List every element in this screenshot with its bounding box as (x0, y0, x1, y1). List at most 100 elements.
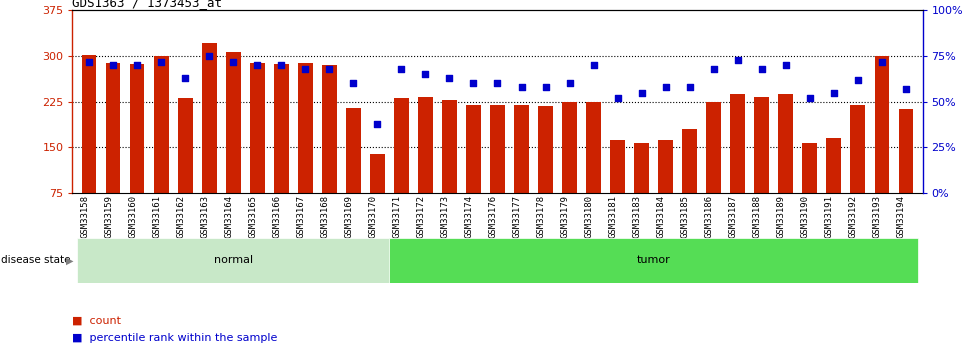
Bar (706, 102, 721, 193)
Bar (442, 100, 457, 193)
Point (802, 95, 817, 101)
Text: GSM33172: GSM33172 (416, 195, 425, 238)
Bar (586, 102, 601, 193)
Text: GSM33188: GSM33188 (753, 195, 761, 238)
Point (898, 86, 914, 92)
Point (417, 72, 433, 77)
Point (562, 81, 578, 86)
Bar (491, 105, 504, 193)
Text: GSM33184: GSM33184 (657, 195, 666, 238)
Point (394, 66, 410, 72)
Text: GSM33160: GSM33160 (128, 195, 137, 238)
Point (322, 66, 337, 72)
Text: GSM33167: GSM33167 (297, 195, 305, 238)
Bar (323, 65, 336, 193)
Text: GSM33174: GSM33174 (465, 195, 473, 238)
Text: normal: normal (213, 256, 253, 265)
Point (634, 90, 649, 95)
Text: ■  percentile rank within the sample: ■ percentile rank within the sample (72, 333, 278, 343)
Text: GSM33159: GSM33159 (104, 195, 113, 238)
Point (441, 75, 457, 81)
Bar (346, 108, 360, 193)
Bar (562, 102, 577, 193)
Bar (874, 56, 889, 193)
Text: GSM33165: GSM33165 (248, 195, 257, 238)
Text: GSM33185: GSM33185 (681, 195, 690, 238)
Point (850, 77, 866, 82)
Bar (370, 154, 384, 193)
Bar (803, 143, 817, 193)
Bar (394, 98, 409, 193)
Text: GSM33192: GSM33192 (849, 195, 858, 238)
Bar (898, 109, 913, 193)
Text: tumor: tumor (637, 256, 670, 265)
Point (273, 62, 289, 68)
Bar (635, 143, 649, 193)
Text: GSM33189: GSM33189 (777, 195, 785, 238)
Point (81, 59, 97, 64)
Point (298, 66, 313, 72)
Point (610, 95, 625, 101)
Bar (82, 55, 97, 193)
Text: GSM33161: GSM33161 (153, 195, 161, 238)
Text: GSM33183: GSM33183 (633, 195, 641, 238)
Point (874, 59, 890, 64)
Text: GSM33191: GSM33191 (825, 195, 834, 238)
Point (778, 62, 793, 68)
Point (105, 62, 121, 68)
Point (370, 121, 385, 127)
Text: GSM33163: GSM33163 (200, 195, 210, 238)
Text: GSM33180: GSM33180 (584, 195, 593, 238)
Text: GSM33194: GSM33194 (896, 195, 906, 238)
Text: GSM33173: GSM33173 (440, 195, 449, 238)
Text: GSM33168: GSM33168 (321, 195, 329, 238)
Bar (730, 94, 745, 193)
Point (129, 62, 145, 68)
Point (178, 75, 193, 81)
Bar (274, 64, 289, 193)
Point (466, 81, 481, 86)
Text: GSM33162: GSM33162 (177, 195, 185, 238)
Bar (754, 97, 769, 193)
Text: GSM33186: GSM33186 (704, 195, 714, 238)
Text: GSM33193: GSM33193 (872, 195, 882, 238)
Point (682, 85, 697, 90)
Bar (298, 63, 313, 193)
Text: GSM33177: GSM33177 (513, 195, 522, 238)
Bar (682, 129, 696, 193)
Bar (106, 63, 121, 193)
Bar (659, 140, 672, 193)
Point (249, 62, 265, 68)
Bar (178, 98, 192, 193)
Bar (779, 94, 793, 193)
Text: GSM33176: GSM33176 (489, 195, 497, 238)
Point (658, 85, 673, 90)
Text: disease state: disease state (1, 256, 71, 265)
Point (346, 81, 361, 86)
Text: GSM33190: GSM33190 (801, 195, 810, 238)
Bar (850, 105, 865, 193)
Bar (467, 106, 481, 193)
Text: GSM33179: GSM33179 (560, 195, 570, 238)
Bar (418, 97, 433, 193)
Point (226, 59, 242, 64)
Text: GSM33164: GSM33164 (224, 195, 234, 238)
Bar (202, 43, 216, 193)
Bar (250, 63, 265, 193)
Point (706, 66, 722, 72)
Text: ■  count: ■ count (72, 316, 122, 326)
Point (538, 85, 554, 90)
Point (730, 57, 746, 62)
Bar (226, 52, 241, 193)
Text: GDS1363 / 1373453_at: GDS1363 / 1373453_at (72, 0, 222, 9)
Text: GSM33169: GSM33169 (345, 195, 354, 238)
Bar (77, 238, 389, 283)
Text: GSM33187: GSM33187 (728, 195, 738, 238)
Bar (611, 140, 625, 193)
Bar (389, 238, 918, 283)
Point (154, 59, 169, 64)
Text: GSM33158: GSM33158 (80, 195, 89, 238)
Point (826, 90, 841, 95)
Text: GSM33171: GSM33171 (392, 195, 402, 238)
Point (202, 53, 217, 59)
